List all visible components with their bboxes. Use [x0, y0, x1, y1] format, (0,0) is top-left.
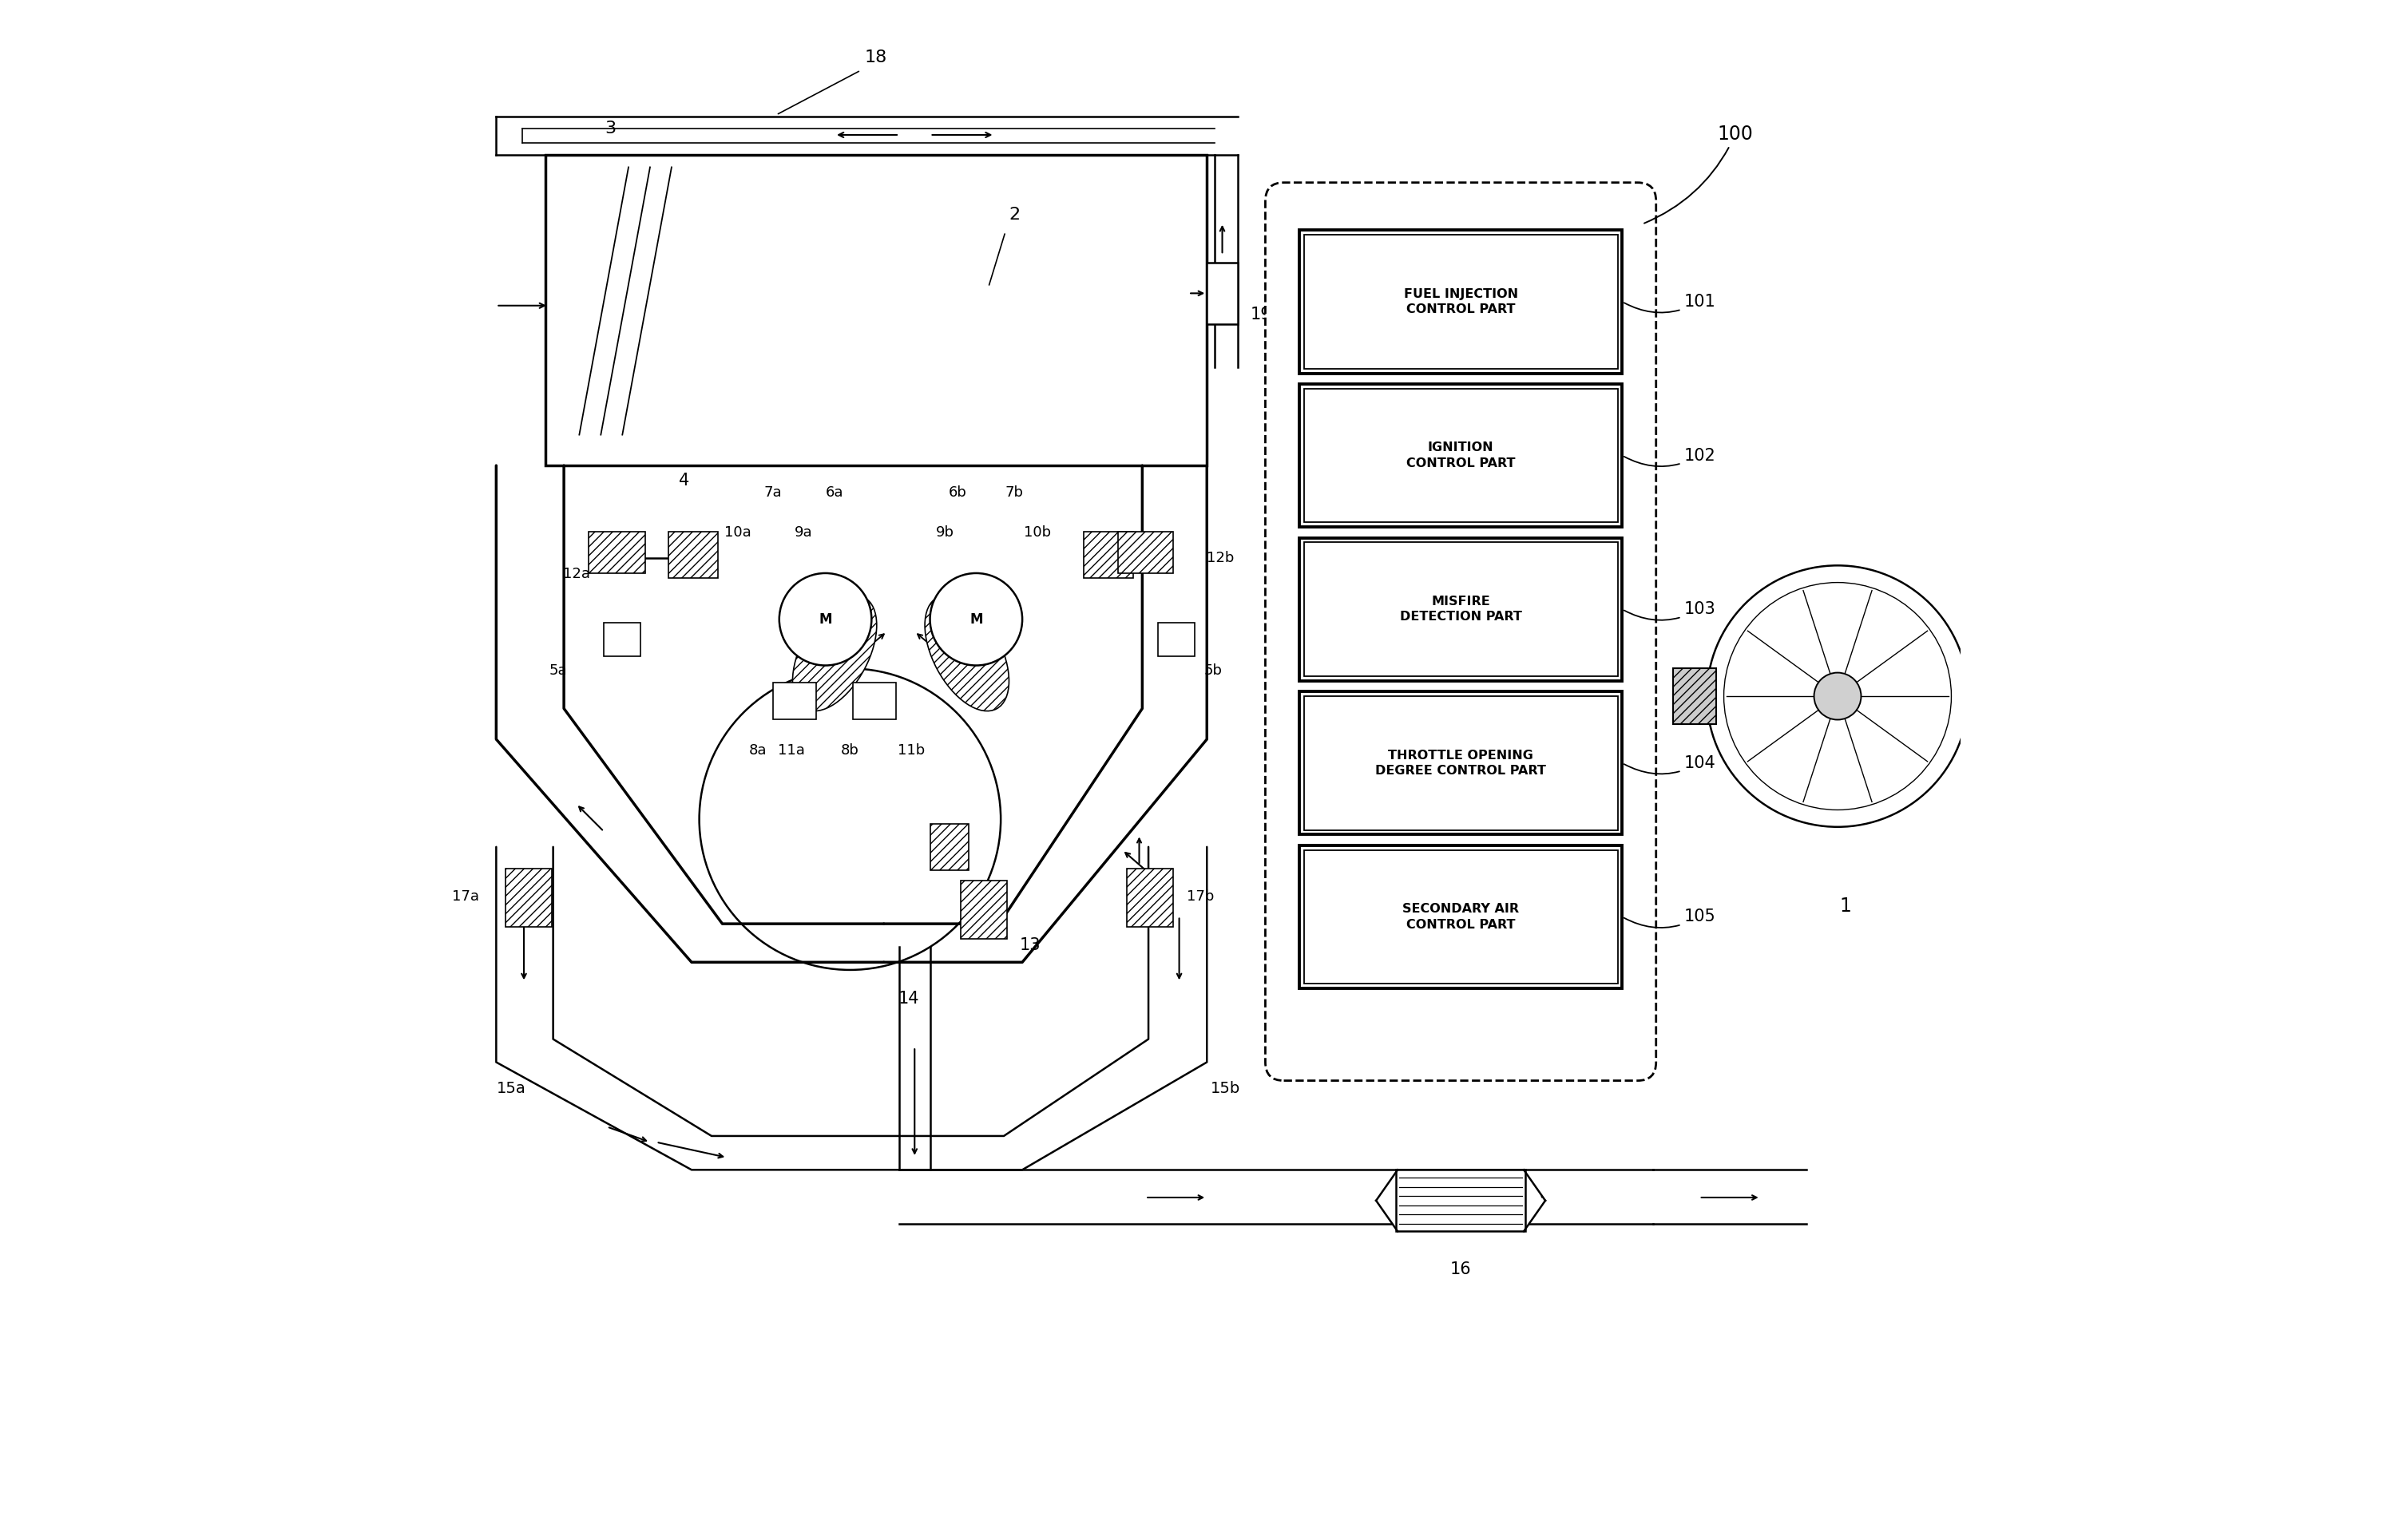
Text: 9a: 9a	[796, 525, 813, 539]
Bar	[1299, 537, 1623, 681]
Bar	[505, 869, 550, 927]
Text: FUEL INJECTION
CONTROL PART: FUEL INJECTION CONTROL PART	[1404, 288, 1518, 316]
Text: 14: 14	[898, 990, 920, 1007]
Bar	[1299, 845, 1623, 989]
Bar	[589, 531, 646, 573]
Text: 5b: 5b	[1203, 664, 1222, 678]
Text: 3: 3	[605, 120, 615, 137]
Bar	[1206, 262, 1237, 323]
Text: 17b: 17b	[1187, 890, 1215, 904]
Text: 17a: 17a	[453, 890, 479, 904]
Circle shape	[929, 573, 1022, 665]
Text: M: M	[820, 611, 832, 627]
Bar	[1396, 1170, 1525, 1232]
Bar	[1304, 696, 1618, 830]
FancyBboxPatch shape	[1265, 183, 1656, 1081]
Bar	[1304, 236, 1618, 368]
Bar	[929, 824, 967, 870]
Text: 6b: 6b	[948, 485, 967, 499]
Text: 12b: 12b	[1206, 551, 1234, 565]
Text: 10a: 10a	[724, 525, 751, 539]
Circle shape	[779, 573, 872, 665]
Ellipse shape	[794, 596, 877, 711]
Bar	[1158, 622, 1194, 656]
Bar	[603, 622, 641, 656]
Bar	[1299, 383, 1623, 527]
Text: 9b: 9b	[937, 525, 956, 539]
Text: MISFIRE
DETECTION PART: MISFIRE DETECTION PART	[1399, 596, 1523, 624]
Bar	[546, 156, 1206, 465]
Text: 19: 19	[1251, 306, 1270, 322]
Text: 15b: 15b	[1211, 1081, 1239, 1096]
Text: 7a: 7a	[765, 485, 782, 499]
Text: 15a: 15a	[498, 1081, 527, 1096]
Text: 100: 100	[1644, 125, 1754, 223]
Bar	[960, 881, 1008, 939]
Text: 6a: 6a	[825, 485, 844, 499]
Bar	[1304, 850, 1618, 984]
Polygon shape	[1375, 1170, 1396, 1232]
Text: 12a: 12a	[562, 567, 589, 581]
Text: 1: 1	[1840, 896, 1852, 915]
Text: IGNITION
CONTROL PART: IGNITION CONTROL PART	[1406, 442, 1516, 470]
Bar	[1304, 542, 1618, 676]
Bar	[1299, 691, 1623, 835]
Text: 11a: 11a	[777, 744, 805, 758]
Text: THROTTLE OPENING
DEGREE CONTROL PART: THROTTLE OPENING DEGREE CONTROL PART	[1375, 750, 1547, 776]
Text: 18: 18	[865, 49, 886, 66]
Text: 13: 13	[1020, 938, 1041, 953]
Text: 7b: 7b	[1006, 485, 1025, 499]
Bar	[772, 682, 815, 719]
Bar	[1118, 531, 1172, 573]
Text: 5a: 5a	[548, 664, 567, 678]
Text: 8b: 8b	[841, 744, 860, 758]
Text: 4: 4	[679, 473, 689, 488]
Bar	[1299, 231, 1623, 373]
Bar	[1673, 668, 1716, 724]
Text: 102: 102	[1625, 448, 1716, 467]
Text: 2: 2	[1008, 206, 1020, 223]
Ellipse shape	[925, 596, 1008, 711]
Text: 11b: 11b	[898, 744, 925, 758]
Circle shape	[1813, 673, 1861, 719]
Polygon shape	[1523, 1170, 1544, 1232]
Bar	[1084, 531, 1132, 578]
Text: 10b: 10b	[1025, 525, 1051, 539]
Text: 104: 104	[1625, 755, 1716, 775]
Bar	[1304, 388, 1618, 522]
Bar	[853, 682, 896, 719]
Text: 8a: 8a	[748, 744, 767, 758]
Text: 101: 101	[1625, 294, 1716, 313]
Bar	[1127, 869, 1172, 927]
Text: 16: 16	[1451, 1261, 1470, 1278]
Bar	[670, 531, 717, 578]
Text: 103: 103	[1625, 601, 1716, 621]
Text: 105: 105	[1625, 909, 1716, 927]
Text: M: M	[970, 611, 982, 627]
Text: SECONDARY AIR
CONTROL PART: SECONDARY AIR CONTROL PART	[1401, 902, 1518, 930]
